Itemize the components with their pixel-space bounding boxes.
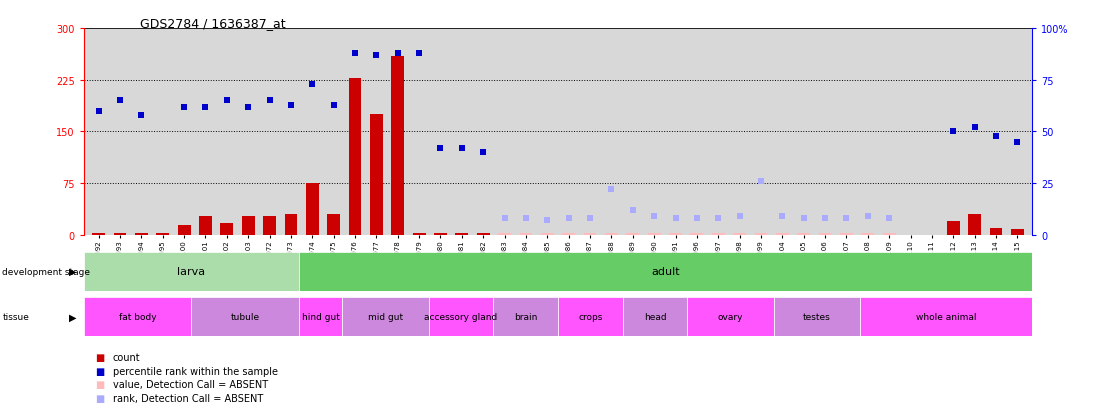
Bar (520, 233, 532, 235)
Text: testes: testes (802, 313, 830, 321)
Text: percentile rank within the sample: percentile rank within the sample (113, 366, 278, 376)
Text: tubule: tubule (231, 313, 260, 321)
Bar (819, 233, 831, 235)
Text: count: count (113, 352, 141, 362)
Bar (498, 233, 511, 235)
Bar (859, 297, 1032, 337)
Text: ■: ■ (95, 393, 104, 403)
Bar (299, 297, 343, 337)
Bar (647, 233, 661, 235)
Text: rank, Detection Call = ABSENT: rank, Detection Call = ABSENT (113, 393, 263, 403)
Text: crops: crops (578, 313, 603, 321)
Text: GDS2784 / 1636387_at: GDS2784 / 1636387_at (140, 17, 285, 29)
Text: head: head (644, 313, 666, 321)
Bar (306, 184, 319, 235)
Bar (135, 233, 147, 235)
Bar (221, 223, 233, 235)
Bar (797, 233, 810, 235)
Text: whole animal: whole animal (916, 313, 976, 321)
Bar (455, 233, 469, 235)
Bar (343, 297, 429, 337)
Text: ■: ■ (95, 366, 104, 376)
Bar (541, 233, 554, 235)
Bar (840, 233, 853, 235)
Bar (712, 233, 724, 235)
Bar (199, 216, 212, 235)
Bar (605, 233, 618, 235)
Text: ovary: ovary (718, 313, 743, 321)
Bar (285, 215, 297, 235)
Bar (263, 216, 276, 235)
Bar (299, 252, 1032, 291)
Bar (177, 225, 191, 235)
Bar (371, 115, 383, 235)
Bar (327, 215, 340, 235)
Bar (392, 57, 404, 235)
Text: ■: ■ (95, 352, 104, 362)
Bar (733, 233, 745, 235)
Bar (623, 297, 687, 337)
Text: fat body: fat body (118, 313, 156, 321)
Bar (946, 222, 960, 235)
Text: brain: brain (514, 313, 537, 321)
Text: development stage: development stage (2, 267, 90, 276)
Bar (670, 233, 682, 235)
Bar (584, 233, 596, 235)
Text: ▶: ▶ (69, 312, 77, 322)
Bar (687, 297, 773, 337)
Bar (477, 233, 490, 235)
Bar (883, 233, 895, 235)
Bar (754, 233, 768, 235)
Text: ■: ■ (95, 380, 104, 389)
Bar (862, 233, 874, 235)
Bar (562, 233, 575, 235)
Bar (558, 297, 623, 337)
Text: accessory gland: accessory gland (424, 313, 498, 321)
Bar (626, 233, 639, 235)
Text: value, Detection Call = ABSENT: value, Detection Call = ABSENT (113, 380, 268, 389)
Bar (84, 252, 299, 291)
Bar (776, 233, 789, 235)
Bar (434, 233, 446, 235)
Bar (493, 297, 558, 337)
Text: tissue: tissue (2, 313, 29, 321)
Bar (93, 233, 105, 235)
Bar (348, 78, 362, 235)
Bar (990, 228, 1002, 235)
Bar (114, 233, 126, 235)
Text: hind gut: hind gut (302, 313, 339, 321)
Bar (429, 297, 493, 337)
Bar (413, 233, 425, 235)
Bar (969, 215, 981, 235)
Bar (1011, 230, 1023, 235)
Bar (691, 233, 703, 235)
Text: adult: adult (652, 266, 680, 277)
Text: larva: larva (177, 266, 205, 277)
Text: ▶: ▶ (69, 266, 77, 277)
Bar (242, 216, 254, 235)
Bar (156, 233, 170, 235)
Bar (84, 297, 192, 337)
Bar (773, 297, 859, 337)
Text: mid gut: mid gut (368, 313, 403, 321)
Bar (192, 297, 299, 337)
